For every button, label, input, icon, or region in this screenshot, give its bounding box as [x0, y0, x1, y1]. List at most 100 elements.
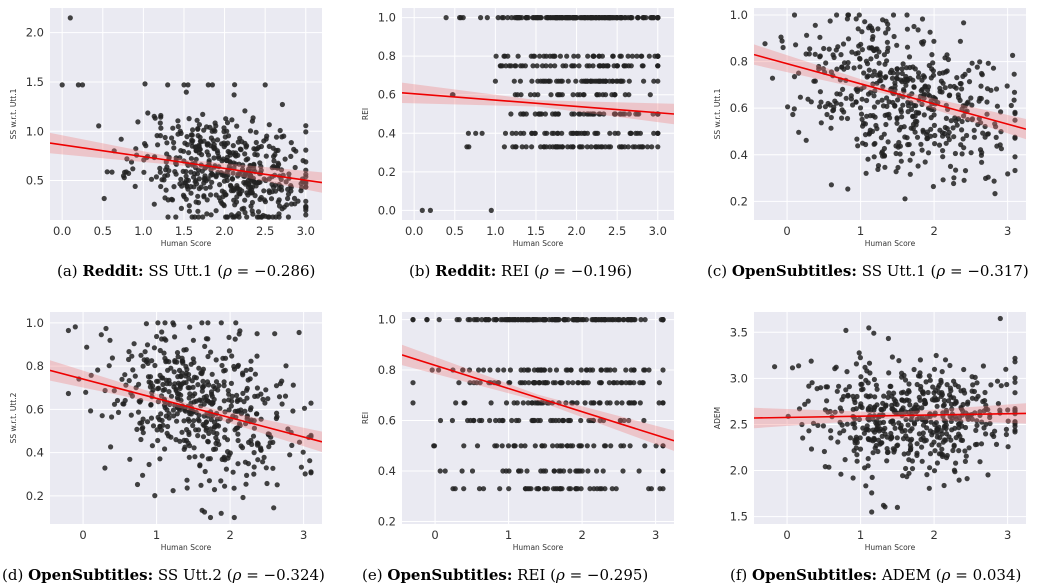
data-point: [583, 367, 589, 373]
data-point: [274, 482, 280, 488]
data-point: [1011, 89, 1018, 95]
data-point: [590, 63, 596, 69]
data-point: [249, 441, 255, 447]
data-point: [162, 446, 168, 452]
data-point: [158, 427, 165, 433]
data-point: [222, 427, 228, 433]
data-point: [878, 406, 884, 412]
data-point: [543, 53, 549, 59]
data-point: [162, 195, 168, 201]
y-tick-label: 0.2: [26, 489, 44, 503]
data-point: [903, 82, 909, 88]
regression-line: [50, 369, 322, 443]
x-tick-label: 0: [79, 528, 86, 542]
data-point: [912, 129, 918, 135]
data-point: [187, 411, 193, 417]
data-point: [956, 477, 962, 483]
data-point: [862, 132, 869, 138]
data-point: [944, 382, 950, 388]
data-point: [198, 397, 204, 404]
data-point: [862, 19, 868, 25]
data-point: [500, 468, 506, 474]
data-point: [833, 47, 839, 53]
data-point: [140, 472, 146, 478]
data-point: [850, 102, 856, 108]
data-point: [540, 380, 546, 386]
data-point: [647, 92, 653, 98]
x-tick-label: 0: [783, 528, 790, 542]
data-point: [831, 54, 837, 61]
x-tick-label: 1.5: [175, 224, 193, 238]
data-point: [936, 442, 942, 448]
data-point: [889, 354, 895, 360]
data-point: [231, 485, 237, 491]
data-point: [542, 111, 548, 117]
data-point: [951, 180, 957, 187]
data-point: [169, 135, 175, 141]
data-point: [559, 92, 565, 98]
data-point: [815, 422, 821, 428]
data-point: [897, 151, 903, 157]
data-point: [997, 407, 1003, 413]
data-point: [109, 414, 115, 420]
data-point: [828, 114, 834, 121]
data-point: [535, 78, 541, 84]
data-point: [251, 450, 257, 456]
y-tick-label: 1.0: [378, 313, 396, 327]
y-tick-label: 1.0: [26, 316, 44, 330]
caption-f: (f) OpenSubtitles: ADEM (ρ = 0.034): [730, 566, 1022, 584]
data-point: [543, 144, 549, 150]
data-point: [919, 444, 925, 450]
data-point: [177, 385, 183, 391]
data-point: [215, 150, 221, 156]
data-point: [574, 400, 580, 406]
data-point: [943, 140, 949, 146]
data-point: [258, 446, 264, 453]
data-point: [820, 423, 826, 429]
data-point: [617, 111, 623, 117]
data-point: [610, 53, 616, 59]
data-point: [183, 89, 189, 95]
data-point: [778, 34, 784, 40]
data-point: [504, 317, 510, 323]
data-point: [570, 443, 576, 449]
data-point: [460, 15, 466, 21]
data-point: [894, 66, 900, 72]
data-point: [885, 45, 891, 51]
data-point: [588, 144, 594, 150]
data-point: [844, 421, 850, 427]
data-point: [886, 390, 892, 396]
data-point: [236, 214, 242, 220]
data-point: [941, 398, 947, 404]
data-point: [303, 171, 309, 177]
data-point: [828, 182, 834, 188]
data-point: [823, 384, 829, 390]
data-point: [895, 97, 901, 103]
data-point: [502, 53, 508, 59]
data-point: [888, 383, 894, 389]
data-point: [178, 397, 184, 403]
data-point: [479, 317, 485, 323]
data-point: [292, 164, 298, 171]
y-tick-label: 0.8: [730, 55, 748, 69]
data-point: [488, 400, 494, 406]
data-point: [503, 63, 509, 69]
data-point: [600, 63, 606, 69]
data-point: [550, 380, 556, 386]
data-point: [236, 161, 242, 167]
data-point: [224, 157, 230, 164]
data-point: [467, 317, 473, 323]
data-point: [874, 53, 880, 60]
data-point: [247, 128, 254, 134]
data-point: [509, 417, 515, 424]
data-point: [102, 387, 108, 394]
data-point: [518, 443, 524, 449]
data-point: [278, 167, 285, 173]
data-point: [492, 443, 498, 449]
data-point: [551, 468, 557, 474]
data-point: [574, 468, 580, 474]
data-point: [933, 420, 939, 426]
data-point: [153, 174, 159, 180]
data-point: [206, 478, 212, 484]
data-point: [808, 358, 814, 364]
